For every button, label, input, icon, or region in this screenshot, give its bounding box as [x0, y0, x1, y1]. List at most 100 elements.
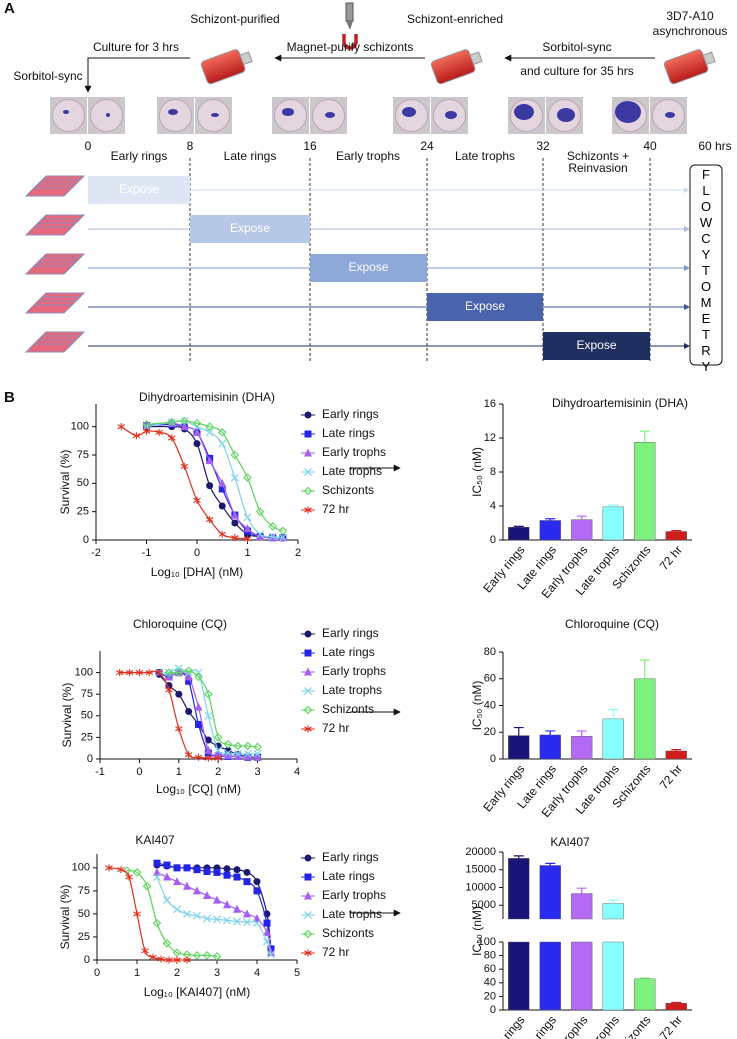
data-point — [117, 866, 125, 874]
cell — [159, 99, 192, 132]
error-bar — [608, 504, 619, 507]
data-point — [175, 690, 183, 698]
legend-label: Early rings — [322, 626, 379, 640]
data-point — [145, 669, 154, 677]
stage-label: Late rings — [224, 149, 277, 163]
bar — [508, 527, 530, 541]
data-point — [142, 427, 151, 435]
legend-marker — [304, 873, 312, 881]
y-tick-label: 0 — [490, 753, 496, 765]
expose-label: Expose — [465, 299, 505, 313]
data-point — [132, 868, 142, 877]
bar — [571, 519, 593, 541]
stage-label: Early trophs — [336, 149, 400, 163]
data-point — [175, 725, 183, 733]
data-point — [173, 877, 181, 886]
error-bar — [513, 855, 524, 859]
y-tick-label: 12 — [484, 432, 496, 444]
data-point — [180, 416, 189, 426]
y-tick-label: 4 — [490, 500, 496, 512]
y-tick-label: 20000 — [465, 846, 496, 858]
x-tick-label: 72 hr — [657, 543, 685, 573]
y-axis-label: IC₅₀ (nM) — [470, 681, 484, 731]
bar — [634, 978, 656, 1011]
error-bar — [671, 1001, 682, 1004]
data-point — [184, 666, 193, 676]
data-point — [174, 668, 184, 677]
y-tick-label: 40 — [484, 977, 496, 989]
data-point — [243, 749, 252, 758]
x-tick-label: 2 — [174, 967, 180, 979]
fit-curve — [146, 423, 283, 539]
data-point — [243, 473, 252, 482]
data-point — [243, 751, 252, 760]
cell — [52, 99, 85, 132]
data-point — [204, 736, 212, 744]
x-tick-label: 4 — [254, 967, 260, 979]
data-point — [278, 533, 287, 542]
chart-title: Chloroquine (CQ) — [565, 617, 659, 631]
y-tick-label: 75 — [78, 885, 90, 897]
y-tick-label: 0 — [490, 534, 496, 546]
data-point — [157, 955, 165, 963]
data-point — [205, 456, 214, 465]
error-bar — [639, 659, 650, 679]
legend-label: Late trophs — [322, 907, 382, 921]
data-point — [133, 910, 141, 918]
legend-label: 72 hr — [322, 945, 349, 959]
x-tick-label: 3 — [255, 766, 261, 778]
y-tick-label: 100 — [478, 936, 496, 948]
stage-label: Early rings — [111, 149, 168, 163]
parasite — [402, 107, 416, 117]
data-point — [172, 948, 182, 957]
data-point — [203, 890, 211, 899]
chart-title: KAI407 — [135, 833, 175, 847]
chart-title: KAI407 — [550, 835, 590, 849]
x-tick-label: 0 — [136, 766, 142, 778]
y-axis-label: IC₅₀ (nM) — [470, 906, 484, 956]
data-point — [125, 873, 133, 881]
expose-label: Expose — [348, 260, 388, 274]
data-point — [206, 482, 214, 490]
data-point — [204, 754, 213, 762]
y-tick-label: 10000 — [465, 881, 496, 893]
legend-label: Schizonts — [322, 926, 374, 940]
legend-marker — [304, 468, 312, 476]
bar — [602, 941, 624, 1011]
data-point — [142, 881, 152, 891]
error-bar — [639, 430, 650, 443]
data-point — [164, 668, 174, 677]
y-axis-label: Survival (%) — [58, 885, 72, 950]
data-point — [224, 746, 232, 754]
legend-label: Schizonts — [322, 702, 374, 716]
bar — [634, 678, 656, 760]
y-tick-label: 0 — [84, 954, 90, 966]
fit-curve — [146, 422, 283, 539]
data-point — [243, 868, 251, 876]
time-label: 60 hrs — [698, 139, 731, 153]
data-point — [180, 422, 189, 431]
exposure-arrowhead — [684, 226, 690, 232]
legend-marker — [303, 705, 313, 715]
data-point — [223, 916, 231, 925]
data-point — [243, 524, 252, 533]
data-point — [233, 741, 243, 751]
flask-icons — [200, 49, 716, 85]
y-tick-label: 80 — [484, 646, 496, 658]
bar — [665, 1003, 687, 1011]
x-tick-label: Early rings — [480, 1013, 527, 1039]
y-tick-label: 25 — [77, 506, 89, 518]
data-point — [263, 927, 271, 936]
legend-marker — [304, 430, 312, 438]
x-tick-label: 2 — [215, 766, 221, 778]
data-point — [233, 917, 241, 926]
y-tick-label: 0 — [87, 753, 93, 765]
stage-label: Late trophs — [455, 149, 515, 163]
data-point — [193, 427, 201, 436]
data-point — [268, 532, 277, 541]
data-point — [217, 428, 227, 437]
data-point — [233, 904, 241, 913]
error-bar — [545, 862, 556, 866]
data-point — [253, 887, 261, 895]
